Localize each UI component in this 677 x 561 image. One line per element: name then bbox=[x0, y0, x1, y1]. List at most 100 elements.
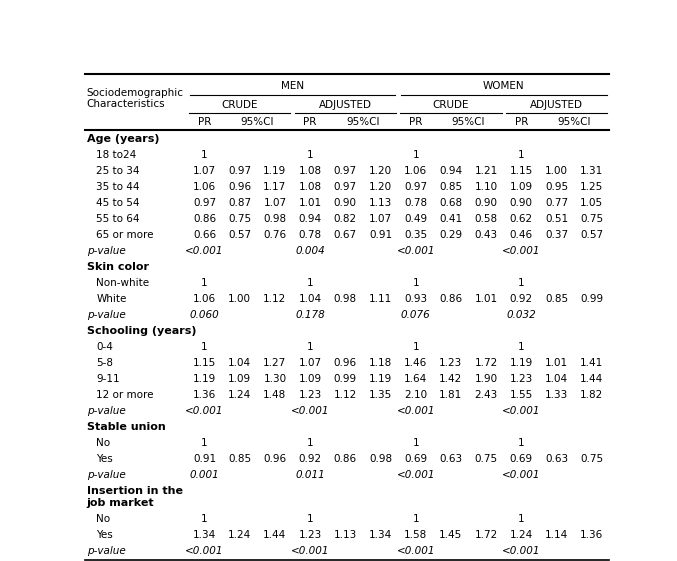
Text: 1.20: 1.20 bbox=[369, 166, 392, 176]
Text: 1.82: 1.82 bbox=[580, 390, 603, 400]
Text: 0.97: 0.97 bbox=[193, 198, 216, 208]
Text: 95%CI: 95%CI bbox=[557, 117, 591, 127]
Text: <0.001: <0.001 bbox=[397, 406, 435, 416]
Text: 1.13: 1.13 bbox=[334, 530, 357, 540]
Text: 1: 1 bbox=[201, 438, 208, 448]
Text: 0.076: 0.076 bbox=[401, 310, 431, 320]
Text: 65 or more: 65 or more bbox=[96, 230, 154, 240]
Text: No: No bbox=[96, 514, 110, 524]
Text: 1.25: 1.25 bbox=[580, 182, 603, 192]
Text: 1.09: 1.09 bbox=[299, 374, 322, 384]
Text: 1.00: 1.00 bbox=[228, 294, 251, 304]
Text: Non-white: Non-white bbox=[96, 278, 150, 288]
Text: 1.23: 1.23 bbox=[299, 530, 322, 540]
Text: 0.57: 0.57 bbox=[580, 230, 603, 240]
Text: 0.87: 0.87 bbox=[228, 198, 251, 208]
Text: 0.98: 0.98 bbox=[369, 454, 392, 464]
Text: 0.96: 0.96 bbox=[228, 182, 251, 192]
Text: p-value: p-value bbox=[87, 246, 125, 256]
Text: 0.57: 0.57 bbox=[228, 230, 251, 240]
Text: 0.032: 0.032 bbox=[506, 310, 536, 320]
Text: 1.09: 1.09 bbox=[228, 374, 251, 384]
Text: 0.69: 0.69 bbox=[510, 454, 533, 464]
Text: <0.001: <0.001 bbox=[185, 246, 224, 256]
Text: 0.004: 0.004 bbox=[295, 246, 325, 256]
Text: 1.72: 1.72 bbox=[475, 358, 498, 368]
Text: 1.15: 1.15 bbox=[510, 166, 533, 176]
Text: 1.07: 1.07 bbox=[369, 214, 392, 224]
Text: 0.90: 0.90 bbox=[475, 198, 498, 208]
Text: 35 to 44: 35 to 44 bbox=[96, 182, 139, 192]
Text: 1.05: 1.05 bbox=[580, 198, 603, 208]
Text: 1.06: 1.06 bbox=[404, 166, 427, 176]
Text: Stable union: Stable union bbox=[87, 422, 165, 432]
Text: 9-11: 9-11 bbox=[96, 374, 120, 384]
Text: 1.19: 1.19 bbox=[369, 374, 392, 384]
Text: 2.10: 2.10 bbox=[404, 390, 427, 400]
Text: 0.75: 0.75 bbox=[228, 214, 251, 224]
Text: 0.58: 0.58 bbox=[475, 214, 498, 224]
Text: 0.99: 0.99 bbox=[580, 294, 603, 304]
Text: 1.30: 1.30 bbox=[263, 374, 286, 384]
Text: p-value: p-value bbox=[87, 310, 125, 320]
Text: Insertion in the
job market: Insertion in the job market bbox=[87, 486, 183, 508]
Text: 1.09: 1.09 bbox=[510, 182, 533, 192]
Text: <0.001: <0.001 bbox=[397, 470, 435, 480]
Text: 12 or more: 12 or more bbox=[96, 390, 154, 400]
Text: 1.81: 1.81 bbox=[439, 390, 462, 400]
Text: 1.24: 1.24 bbox=[228, 530, 251, 540]
Text: 1.19: 1.19 bbox=[510, 358, 533, 368]
Text: PR: PR bbox=[515, 117, 528, 127]
Text: 1: 1 bbox=[307, 150, 313, 160]
Text: 1.64: 1.64 bbox=[404, 374, 427, 384]
Text: 0.63: 0.63 bbox=[545, 454, 568, 464]
Text: 0.99: 0.99 bbox=[334, 374, 357, 384]
Text: 1.48: 1.48 bbox=[263, 390, 286, 400]
Text: 1.04: 1.04 bbox=[299, 294, 322, 304]
Text: 5-8: 5-8 bbox=[96, 358, 113, 368]
Text: 0.37: 0.37 bbox=[545, 230, 568, 240]
Text: 1.11: 1.11 bbox=[369, 294, 392, 304]
Text: 1: 1 bbox=[307, 342, 313, 352]
Text: 0.29: 0.29 bbox=[439, 230, 462, 240]
Text: 1.14: 1.14 bbox=[545, 530, 568, 540]
Text: <0.001: <0.001 bbox=[502, 546, 540, 556]
Text: 1.06: 1.06 bbox=[193, 182, 216, 192]
Text: Yes: Yes bbox=[96, 454, 113, 464]
Text: 1.90: 1.90 bbox=[475, 374, 498, 384]
Text: 0.94: 0.94 bbox=[299, 214, 322, 224]
Text: White: White bbox=[96, 294, 127, 304]
Text: 95%CI: 95%CI bbox=[240, 117, 274, 127]
Text: 0.69: 0.69 bbox=[404, 454, 427, 464]
Text: 0.98: 0.98 bbox=[334, 294, 357, 304]
Text: <0.001: <0.001 bbox=[185, 406, 224, 416]
Text: <0.001: <0.001 bbox=[397, 246, 435, 256]
Text: 0.51: 0.51 bbox=[545, 214, 568, 224]
Text: 1.12: 1.12 bbox=[263, 294, 286, 304]
Text: 1.36: 1.36 bbox=[580, 530, 603, 540]
Text: 1: 1 bbox=[518, 438, 525, 448]
Text: 0.68: 0.68 bbox=[439, 198, 462, 208]
Text: 55 to 64: 55 to 64 bbox=[96, 214, 139, 224]
Text: <0.001: <0.001 bbox=[291, 546, 330, 556]
Text: 1.34: 1.34 bbox=[369, 530, 392, 540]
Text: Sociodemographic
Characteristics: Sociodemographic Characteristics bbox=[87, 88, 183, 109]
Text: PR: PR bbox=[409, 117, 422, 127]
Text: 0.85: 0.85 bbox=[439, 182, 462, 192]
Text: 1: 1 bbox=[307, 514, 313, 524]
Text: 0.97: 0.97 bbox=[228, 166, 251, 176]
Text: 1.00: 1.00 bbox=[545, 166, 568, 176]
Text: 1: 1 bbox=[518, 342, 525, 352]
Text: 0.43: 0.43 bbox=[475, 230, 498, 240]
Text: 1.44: 1.44 bbox=[263, 530, 286, 540]
Text: 25 to 34: 25 to 34 bbox=[96, 166, 139, 176]
Text: 1.20: 1.20 bbox=[369, 182, 392, 192]
Text: 0.35: 0.35 bbox=[404, 230, 427, 240]
Text: 1: 1 bbox=[307, 278, 313, 288]
Text: 1: 1 bbox=[307, 438, 313, 448]
Text: 1: 1 bbox=[201, 278, 208, 288]
Text: 0.97: 0.97 bbox=[334, 182, 357, 192]
Text: 0.92: 0.92 bbox=[299, 454, 322, 464]
Text: 0.77: 0.77 bbox=[545, 198, 568, 208]
Text: 0.95: 0.95 bbox=[545, 182, 568, 192]
